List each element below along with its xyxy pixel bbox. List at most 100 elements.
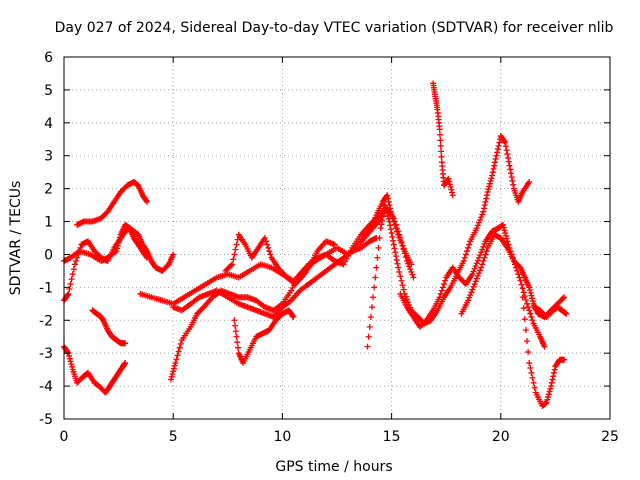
data-point-interp — [509, 177, 516, 184]
data-point — [395, 264, 402, 271]
data-point-interp — [385, 198, 392, 205]
data-point-interp — [407, 266, 414, 273]
y-tick-label: -3 — [39, 346, 53, 362]
data-point — [561, 294, 568, 301]
data-point-interp — [389, 233, 396, 240]
data-point-interp — [232, 322, 239, 329]
data-point-interp — [551, 366, 558, 373]
data-point-interp — [372, 274, 379, 281]
data-point-interp — [477, 252, 484, 259]
data-point — [517, 277, 524, 284]
data-point-interp — [263, 238, 270, 245]
series-track-11 — [364, 132, 533, 350]
data-point — [460, 258, 467, 265]
data-point-interp — [510, 181, 517, 188]
data-point-interp — [170, 365, 177, 372]
data-point-interp — [174, 352, 181, 359]
data-point-interp — [505, 158, 512, 165]
data-point-interp — [483, 195, 490, 202]
data-point-interp — [233, 241, 240, 248]
data-point — [484, 188, 491, 195]
x-tick-label: 0 — [60, 429, 69, 445]
data-point — [229, 261, 236, 268]
data-point-interp — [524, 338, 531, 345]
data-point — [563, 310, 570, 317]
series-track-10 — [222, 231, 338, 288]
data-point-interp — [267, 251, 274, 258]
data-point — [561, 356, 568, 363]
data-point — [548, 383, 555, 390]
series-track-14 — [458, 231, 568, 320]
data-point-interp — [527, 310, 534, 317]
data-point-interp — [492, 156, 499, 163]
series-track-13 — [430, 80, 456, 199]
data-point-interp — [491, 159, 498, 166]
data-point-interp — [479, 211, 486, 218]
data-point-interp — [526, 307, 533, 314]
x-tick-label: 20 — [492, 429, 510, 445]
data-point — [172, 360, 179, 367]
data-point-interp — [387, 222, 394, 229]
data-point-interp — [480, 258, 487, 265]
data-point-interp — [398, 277, 405, 284]
series-track-15 — [519, 294, 568, 409]
data-point-interp — [481, 202, 488, 209]
data-point — [478, 264, 485, 271]
y-tick-label: -1 — [39, 280, 53, 296]
data-point — [65, 290, 72, 297]
data-point-interp — [447, 183, 454, 190]
data-point-interp — [507, 166, 514, 173]
data-point-interp — [441, 281, 448, 288]
data-point-interp — [470, 268, 477, 275]
data-point-interp — [478, 249, 485, 256]
data-point-interp — [171, 362, 178, 369]
data-point-interp — [521, 316, 528, 323]
data-point-interp — [232, 328, 239, 335]
data-point — [168, 376, 175, 383]
data-point-interp — [393, 256, 400, 263]
data-point-interp — [469, 286, 476, 293]
data-point-interp — [527, 364, 534, 371]
data-point — [410, 274, 417, 281]
data-point-interp — [438, 287, 445, 294]
data-point — [364, 343, 371, 350]
data-point-interp — [473, 275, 480, 282]
data-point-interp — [66, 355, 73, 362]
data-point — [502, 139, 509, 146]
data-point — [170, 251, 177, 258]
plot-frame — [63, 56, 611, 420]
series-track-1 — [61, 343, 129, 396]
data-point-interp — [547, 385, 554, 392]
data-point-interp — [494, 149, 501, 156]
data-point-interp — [373, 264, 380, 271]
data-point-interp — [529, 295, 536, 302]
data-point-interp — [264, 241, 271, 248]
data-point-interp — [466, 241, 473, 248]
x-tick-label: 5 — [169, 429, 178, 445]
data-point — [524, 300, 531, 307]
data-point-interp — [470, 283, 477, 290]
data-point-interp — [486, 180, 493, 187]
data-point-interp — [549, 376, 556, 383]
data-point-interp — [403, 296, 410, 303]
data-point-interp — [471, 265, 478, 272]
data-point-interp — [68, 361, 75, 368]
data-point — [377, 225, 384, 232]
data-point — [449, 192, 456, 199]
data-point-interp — [228, 262, 235, 269]
data-point — [290, 313, 297, 320]
data-point-interp — [234, 339, 241, 346]
data-point-interp — [530, 379, 537, 386]
data-point-interp — [391, 218, 398, 225]
data-point-interp — [467, 292, 474, 299]
series-track-9 — [231, 307, 297, 367]
data-point-interp — [394, 225, 401, 232]
data-point-interp — [176, 344, 183, 351]
data-point-interp — [394, 260, 401, 267]
data-point-interp — [520, 305, 527, 312]
data-point-interp — [385, 215, 392, 222]
data-point-interp — [545, 394, 552, 401]
data-point-interp — [526, 287, 533, 294]
data-point-interp — [473, 260, 480, 267]
data-point-interp — [232, 246, 239, 253]
